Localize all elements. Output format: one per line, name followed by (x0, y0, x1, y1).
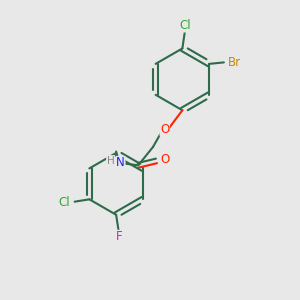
Text: N: N (116, 157, 125, 169)
Text: O: O (160, 123, 169, 136)
Text: F: F (116, 230, 122, 243)
Text: Br: Br (228, 56, 241, 69)
Text: Cl: Cl (58, 196, 70, 209)
Text: H: H (107, 156, 114, 166)
Text: Cl: Cl (179, 19, 191, 32)
Text: O: O (160, 153, 169, 166)
